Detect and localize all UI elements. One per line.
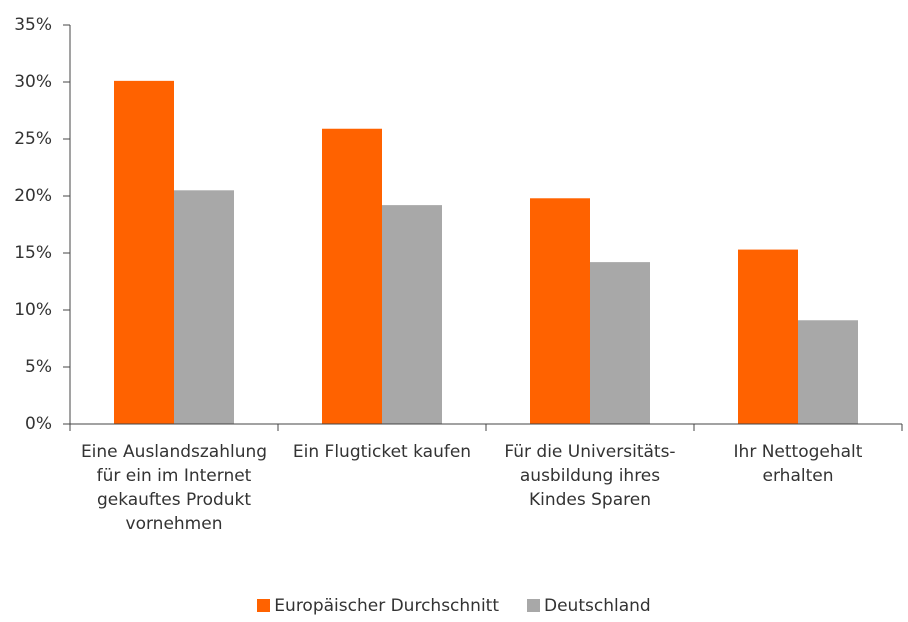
legend: Europäischer Durchschnitt Deutschland	[0, 596, 908, 616]
legend-label: Deutschland	[544, 596, 651, 616]
bar	[590, 262, 650, 424]
bar	[738, 249, 798, 424]
y-tick-label: 35%	[14, 15, 52, 35]
bar	[322, 128, 382, 425]
bar	[114, 80, 174, 425]
bar	[530, 198, 590, 424]
y-tick-label: 20%	[14, 186, 52, 206]
y-tick-label: 30%	[14, 72, 52, 92]
legend-label: Europäischer Durchschnitt	[274, 596, 499, 616]
legend-item: Europäischer Durchschnitt	[257, 596, 499, 616]
y-tick-label: 25%	[14, 129, 52, 149]
legend-swatch	[527, 599, 540, 612]
legend-item: Deutschland	[527, 596, 651, 616]
bar	[174, 190, 234, 424]
y-tick-label: 10%	[14, 300, 52, 320]
legend-swatch	[257, 599, 271, 612]
bar	[798, 320, 858, 424]
x-tick-label: Eine Auslandszahlung für ein im Internet…	[80, 442, 268, 534]
x-tick-label: Ihr Nettogehalt erhalten	[733, 442, 863, 486]
y-tick-label: 15%	[14, 243, 52, 263]
y-tick-label: 0%	[25, 414, 52, 434]
bar	[382, 205, 442, 424]
x-tick-label: Für die Universitäts-ausbildung ihres Ki…	[504, 442, 676, 510]
y-tick-label: 5%	[25, 357, 52, 377]
x-tick-label: Ein Flugticket kaufen	[292, 442, 472, 462]
